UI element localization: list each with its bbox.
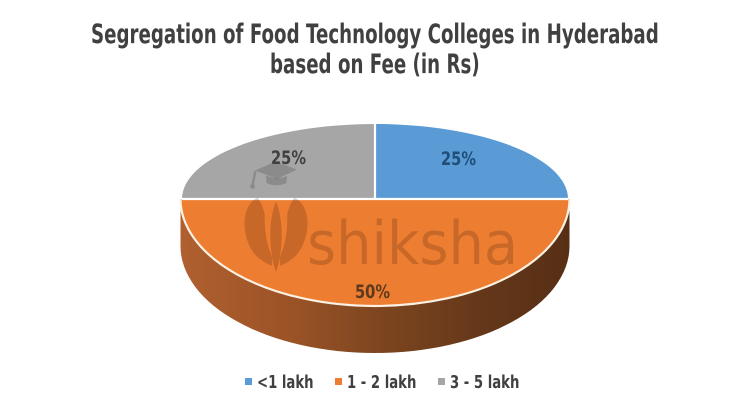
legend-marker-3to5lakh [438,378,445,385]
legend-marker-1to2lakh [335,378,342,385]
shiksha-logo-icon [244,161,308,272]
watermark-text: shiksha [307,209,519,279]
pie-slice-3to5lakh [182,124,375,199]
pie-slice-1to2lakh [180,199,570,306]
data-label-lt1lakh: 25% [440,148,476,170]
legend-label-1to2lakh: 1 - 2 lakh [347,371,417,393]
chart-title-line-1: Segregation of Food Technology Colleges … [91,19,659,50]
pie-3d-side [180,199,570,353]
legend-marker-lt1lakh [245,378,252,385]
chart-title-line-2: based on Fee (in Rs) [270,48,480,80]
pie-slice-lt1lakh [375,124,568,199]
pie-rim-line [179,198,571,308]
data-label-1to2lakh: 50% [354,281,390,303]
legend-label-3to5lakh: 3 - 5 lakh [450,371,520,393]
legend-label-lt1lakh: <1 lakh [257,371,314,393]
pie-dividers [182,124,568,201]
data-label-3to5lakh: 25% [270,147,306,169]
